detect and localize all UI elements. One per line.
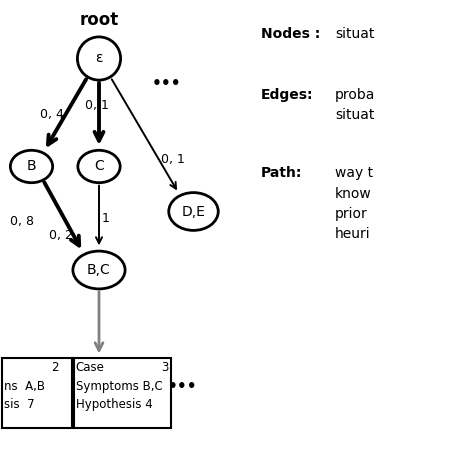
Text: heuri: heuri (335, 227, 371, 241)
Ellipse shape (73, 251, 125, 289)
Text: situat: situat (335, 108, 374, 122)
Text: 0, 1: 0, 1 (161, 153, 185, 166)
Text: C: C (94, 159, 104, 174)
Ellipse shape (10, 150, 53, 183)
Text: B: B (27, 159, 36, 174)
Text: know: know (335, 186, 372, 201)
Text: Nodes :: Nodes : (261, 27, 320, 41)
Text: Edges:: Edges: (261, 87, 314, 102)
Text: D,E: D,E (181, 204, 206, 219)
Text: root: root (79, 11, 119, 29)
Text: Symptoms B,C: Symptoms B,C (76, 380, 162, 392)
Text: 2: 2 (51, 361, 58, 374)
Text: ε: ε (95, 51, 103, 66)
Text: B,C: B,C (87, 263, 111, 277)
Text: 0, 8: 0, 8 (10, 215, 35, 228)
Text: •••: ••• (167, 378, 197, 394)
Text: 0, 2: 0, 2 (49, 230, 73, 242)
Text: Case: Case (76, 361, 104, 374)
Ellipse shape (169, 193, 218, 230)
Text: •••: ••• (152, 76, 181, 91)
Text: 0, 4: 0, 4 (40, 108, 64, 121)
Text: way t: way t (335, 166, 374, 180)
Text: Path:: Path: (261, 166, 302, 180)
Text: situat: situat (335, 27, 374, 41)
Text: ns  A,B: ns A,B (4, 380, 45, 392)
Text: proba: proba (335, 87, 376, 102)
Ellipse shape (77, 37, 121, 80)
Text: Hypothesis 4: Hypothesis 4 (76, 398, 153, 411)
Text: 1: 1 (102, 212, 110, 225)
Text: sis  7: sis 7 (4, 398, 34, 411)
Text: prior: prior (335, 207, 368, 221)
Text: 0, 1: 0, 1 (85, 99, 109, 112)
Ellipse shape (78, 150, 120, 183)
Text: 3: 3 (162, 361, 169, 374)
